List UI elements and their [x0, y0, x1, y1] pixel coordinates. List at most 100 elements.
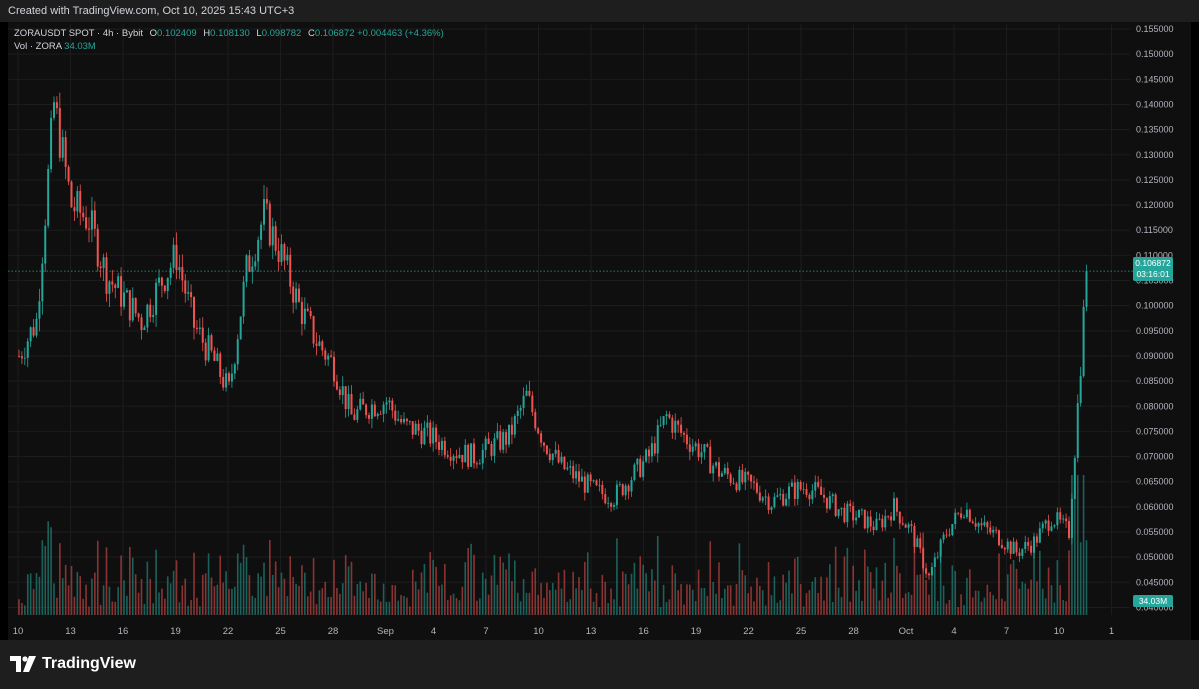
volume-bar [887, 597, 889, 615]
volume-bar [1044, 598, 1047, 615]
volume-bar [604, 581, 607, 615]
volume-bar [400, 594, 402, 615]
candle-body [995, 529, 998, 531]
volume-bar [210, 577, 213, 615]
symbol-info[interactable]: ZORAUSDT SPOT · 4h · Bybit [14, 28, 143, 39]
volume-bar [164, 598, 166, 615]
candle-body [1015, 541, 1018, 553]
volume-bar [563, 569, 566, 615]
volume-bar [861, 600, 863, 615]
candle-body [225, 373, 228, 388]
candle-body [47, 168, 50, 226]
candle-body [50, 117, 53, 169]
volume-bar [741, 570, 744, 615]
volume-bar [140, 579, 143, 615]
volume-bar [508, 553, 510, 615]
volume-bar [767, 562, 770, 615]
candle-body [446, 455, 449, 457]
candle-body [560, 456, 563, 463]
y-tick-label: 0.045000 [1136, 577, 1174, 587]
volume-bar [44, 545, 47, 615]
volume-label[interactable]: Vol · ZORA [14, 41, 62, 52]
candle-body [134, 297, 137, 314]
candle-body [277, 250, 280, 263]
volume-bar [834, 546, 837, 615]
volume-bar [901, 597, 904, 615]
x-tick-label: 28 [848, 626, 859, 637]
candle-body [58, 108, 61, 158]
candle-body [408, 421, 411, 422]
candle-body [152, 314, 155, 317]
chart-area[interactable]: 0.155000 0.150000 0.145000 0.140000 0.135000… [8, 22, 1191, 640]
y-tick-label: 0.060000 [1136, 502, 1174, 512]
candle-body [613, 505, 615, 507]
volume-bar [277, 587, 280, 615]
volume-bar [388, 601, 391, 615]
volume-bar [922, 532, 924, 615]
volume-bar [1021, 581, 1024, 615]
candle-body [621, 484, 624, 496]
volume-bar [1018, 588, 1021, 615]
candle-body [1056, 512, 1059, 526]
candle-body [41, 263, 44, 302]
volume-bar [117, 586, 119, 615]
candle-body [974, 523, 977, 527]
x-tick-label: 7 [483, 626, 488, 637]
candle-body [951, 523, 954, 536]
volume-bar [333, 559, 335, 615]
candle-body [376, 413, 379, 417]
candle-body [166, 277, 169, 292]
volume-bar [928, 594, 930, 615]
candle-body [303, 308, 306, 325]
volume-bar [686, 584, 688, 615]
close-label: C [307, 28, 315, 39]
volume-bar [913, 533, 916, 615]
candle-body [776, 495, 779, 497]
candle-body [1018, 552, 1021, 557]
volume-bar [1024, 583, 1027, 615]
volume-bar [289, 556, 292, 615]
candle-body [1079, 376, 1082, 404]
tradingview-logo[interactable]: TradingView [10, 655, 136, 673]
volume-bar [869, 572, 872, 615]
volume-bar [178, 602, 181, 615]
volume-bar [166, 576, 169, 615]
candle-body [338, 389, 341, 396]
volume-bar [184, 578, 187, 615]
volume-bar [747, 593, 749, 615]
volume-bar [1065, 601, 1067, 615]
candle-body [455, 456, 458, 459]
volume-bar [496, 584, 499, 615]
volume-bar [852, 565, 854, 615]
price-chart[interactable]: 0.155000 0.150000 0.145000 0.140000 0.135000… [8, 22, 1191, 640]
candle-body [26, 341, 29, 358]
volume-bar [977, 590, 980, 615]
x-tick-label: 4 [431, 626, 436, 637]
candle-body [846, 503, 849, 523]
candle-body [764, 496, 767, 498]
candle-body [309, 310, 312, 317]
candle-body [986, 522, 989, 528]
x-tick-label: 22 [743, 626, 754, 637]
volume-bar [280, 572, 283, 615]
volume-bar [420, 572, 423, 615]
candle-body [443, 440, 446, 456]
candle-body [204, 342, 207, 361]
volume-bar [893, 537, 895, 615]
volume-bar [791, 593, 793, 615]
volume-bar [155, 549, 157, 615]
candle-body [779, 493, 782, 496]
volume-bar [814, 577, 817, 615]
candle-body [788, 486, 790, 499]
volume-bar [105, 547, 108, 615]
volume-bar [654, 580, 656, 615]
volume-bar [467, 548, 469, 615]
candle-body [735, 483, 738, 491]
candle-body [761, 497, 764, 501]
volume-bar [365, 582, 367, 615]
volume-bar [578, 577, 580, 615]
volume-bar [589, 588, 592, 615]
candle-body [884, 515, 887, 528]
candle-body [811, 490, 814, 500]
candle-body [306, 308, 309, 311]
